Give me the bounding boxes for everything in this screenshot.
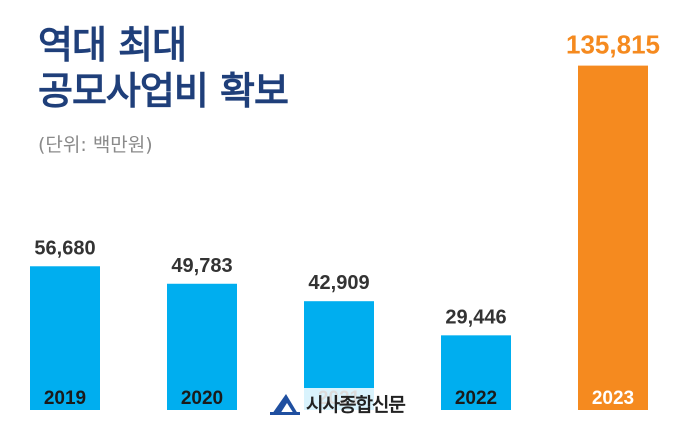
category-label-2019: 2019 xyxy=(44,388,86,409)
value-label-2021: 42,909 xyxy=(308,272,369,294)
title-line-1: 역대 최대 xyxy=(38,23,187,67)
bar-2020 xyxy=(167,283,237,410)
title-line-2: 공모사업비 확보 xyxy=(38,69,289,113)
bar-2022 xyxy=(441,335,511,410)
chart-title: 역대 최대 공모사업비 확보 xyxy=(38,22,289,114)
watermark: 시사종합신문 xyxy=(268,388,411,419)
bar-2019 xyxy=(30,266,100,410)
unit-label: (단위: 백만원) xyxy=(38,134,153,156)
triangle-logo-icon xyxy=(270,393,300,415)
value-label-2019: 56,680 xyxy=(34,237,95,259)
watermark-text: 시사종합신문 xyxy=(306,394,406,416)
value-label-2022: 29,446 xyxy=(445,306,506,328)
value-label-2020: 49,783 xyxy=(171,255,232,277)
bar-2023 xyxy=(578,65,648,410)
category-label-2023: 2023 xyxy=(592,388,634,409)
category-label-2022: 2022 xyxy=(455,388,497,409)
value-label-2023: 135,815 xyxy=(566,30,660,60)
category-label-2020: 2020 xyxy=(181,388,223,409)
